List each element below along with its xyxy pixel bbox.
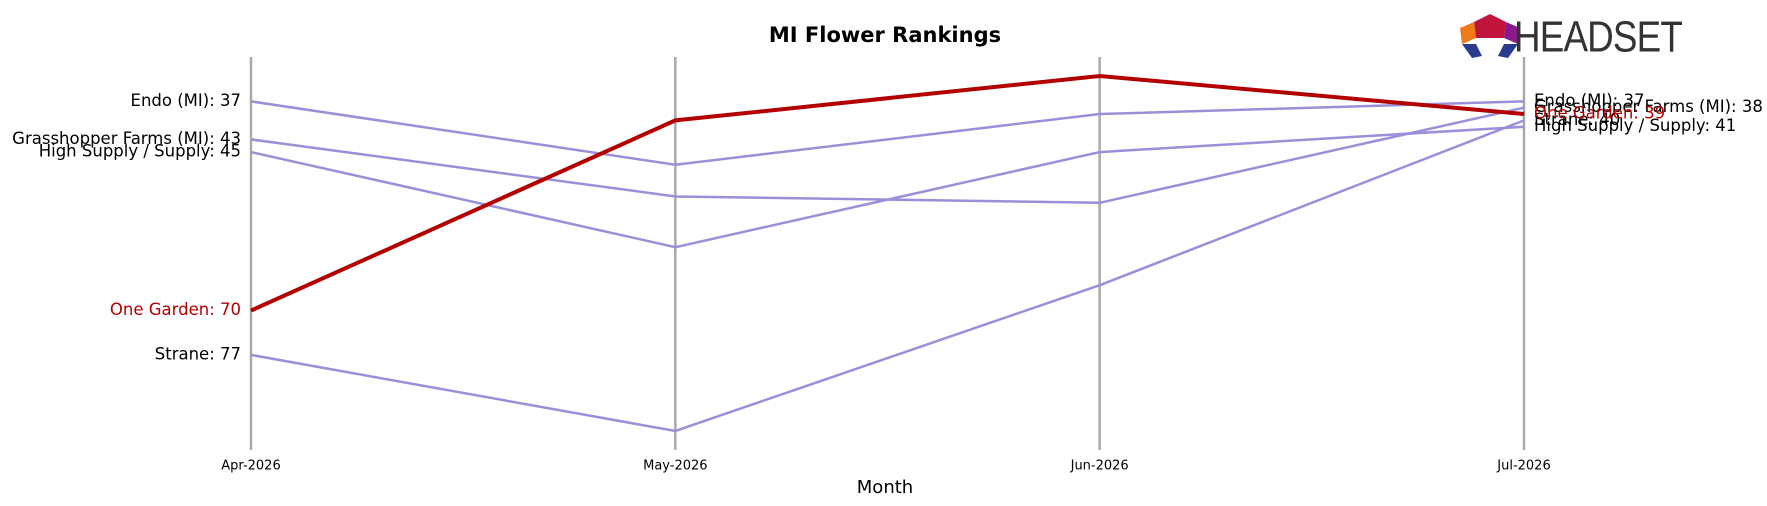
logo-icon	[1498, 44, 1518, 58]
logo-icon	[1460, 22, 1476, 44]
logo-text: HEADSET	[1514, 13, 1682, 62]
x-tick-label: Jul-2026	[1496, 459, 1550, 474]
series-line	[250, 125, 1525, 249]
logo-icon	[1462, 44, 1482, 58]
value-label: Endo (MI): 37	[1534, 91, 1644, 110]
logo-icon	[1504, 22, 1520, 44]
value-label: One Garden: 39	[1534, 104, 1665, 123]
series-line	[250, 74, 1525, 313]
logo-icon	[1474, 14, 1506, 38]
value-label: Endo (MI): 37	[131, 91, 241, 110]
value-label: One Garden: 70	[110, 300, 241, 319]
series-line	[250, 100, 1525, 167]
value-label: Strane: 40	[1534, 110, 1620, 129]
value-label: Strane: 77	[155, 344, 241, 363]
value-label: High Supply / Supply: 41	[1534, 116, 1736, 135]
x-tick-label: Apr-2026	[221, 459, 280, 474]
series-line	[250, 119, 1525, 433]
series-line	[250, 106, 1525, 205]
x-tick-label: May-2026	[643, 459, 707, 474]
value-label: High Supply / Supply: 45	[39, 142, 241, 161]
logo: HEADSET	[1460, 13, 1683, 62]
x-axis-label: Month	[857, 477, 913, 498]
value-label: Grasshopper Farms (MI): 43	[12, 129, 241, 148]
x-tick-label: Jun-2026	[1070, 459, 1129, 474]
chart-title: MI Flower Rankings	[769, 23, 1001, 47]
value-label: Grasshopper Farms (MI): 38	[1534, 97, 1763, 116]
